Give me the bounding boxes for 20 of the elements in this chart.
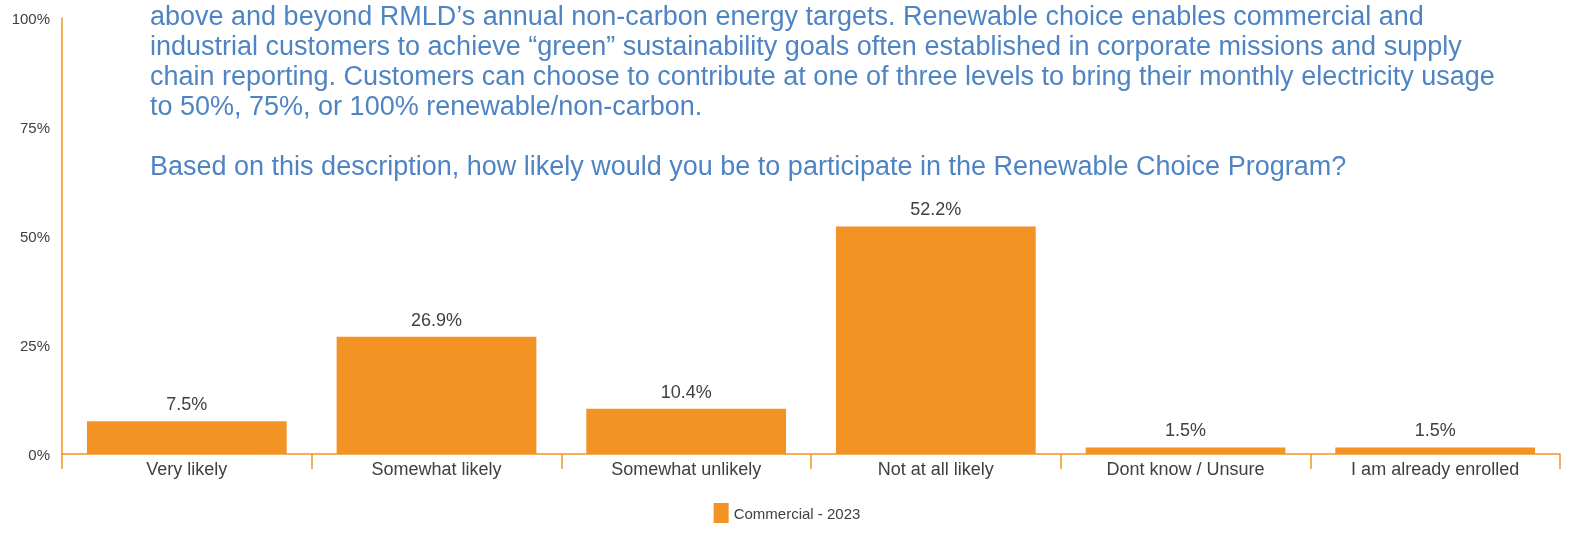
y-tick-label: 100% (11, 9, 50, 27)
data-label: 1.5% (1164, 420, 1207, 441)
data-label: 26.9% (410, 309, 463, 330)
data-label: 52.2% (910, 199, 962, 220)
y-tick-label: 75% (19, 118, 50, 136)
legend-label: Commercial - 2023 (733, 504, 861, 522)
x-tick-label: I am already enrolled (1351, 459, 1520, 479)
y-tick-label: 25% (19, 336, 50, 354)
annotation: Based on this description, how likely would you be to participate in the Renewable Choice Program? (150, 151, 1347, 181)
x-tick-label: Dont know / Unsure (1106, 459, 1265, 479)
data-label: 10.4% (660, 381, 712, 402)
data-label: 1.5% (1414, 420, 1456, 441)
y-tick-label: 50% (19, 227, 50, 245)
x-tick-label: Somewhat likely (371, 459, 502, 479)
data-label: 7.5% (166, 394, 208, 415)
y-tick-label: 0% (28, 445, 50, 463)
annotation: above and beyond RMLD’s annual non-carbon energy targets. Renewable choice enables commercial and industrial customers to achieve “green” sustainability goals often established in corporate missions and supply chain reporting. Customers can choose to contribute at one of three levels to bring their monthly electricity usage to 50%, 75%, or 100% renewable/non-carbon. (150, 1, 1503, 121)
x-tick-label: Somewhat unlikely (611, 459, 762, 479)
x-tick-label: Not at all likely (877, 459, 994, 479)
x-tick-label: Very likely (146, 459, 228, 479)
